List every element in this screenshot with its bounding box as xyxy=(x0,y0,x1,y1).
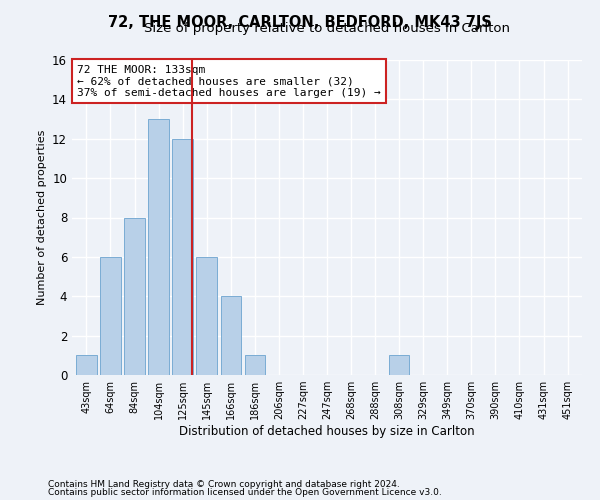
Text: 72 THE MOOR: 133sqm
← 62% of detached houses are smaller (32)
37% of semi-detach: 72 THE MOOR: 133sqm ← 62% of detached ho… xyxy=(77,64,381,98)
Bar xyxy=(389,356,409,375)
Y-axis label: Number of detached properties: Number of detached properties xyxy=(37,130,47,305)
Bar xyxy=(100,257,121,375)
Title: Size of property relative to detached houses in Carlton: Size of property relative to detached ho… xyxy=(144,22,510,35)
Text: 72, THE MOOR, CARLTON, BEDFORD, MK43 7JS: 72, THE MOOR, CARLTON, BEDFORD, MK43 7JS xyxy=(108,15,492,30)
Bar xyxy=(148,119,169,375)
Text: Contains HM Land Registry data © Crown copyright and database right 2024.: Contains HM Land Registry data © Crown c… xyxy=(48,480,400,489)
Bar xyxy=(172,138,193,375)
Bar xyxy=(221,296,241,375)
Text: Contains public sector information licensed under the Open Government Licence v3: Contains public sector information licen… xyxy=(48,488,442,497)
Bar xyxy=(196,257,217,375)
Bar xyxy=(76,356,97,375)
Bar xyxy=(245,356,265,375)
X-axis label: Distribution of detached houses by size in Carlton: Distribution of detached houses by size … xyxy=(179,425,475,438)
Bar xyxy=(124,218,145,375)
